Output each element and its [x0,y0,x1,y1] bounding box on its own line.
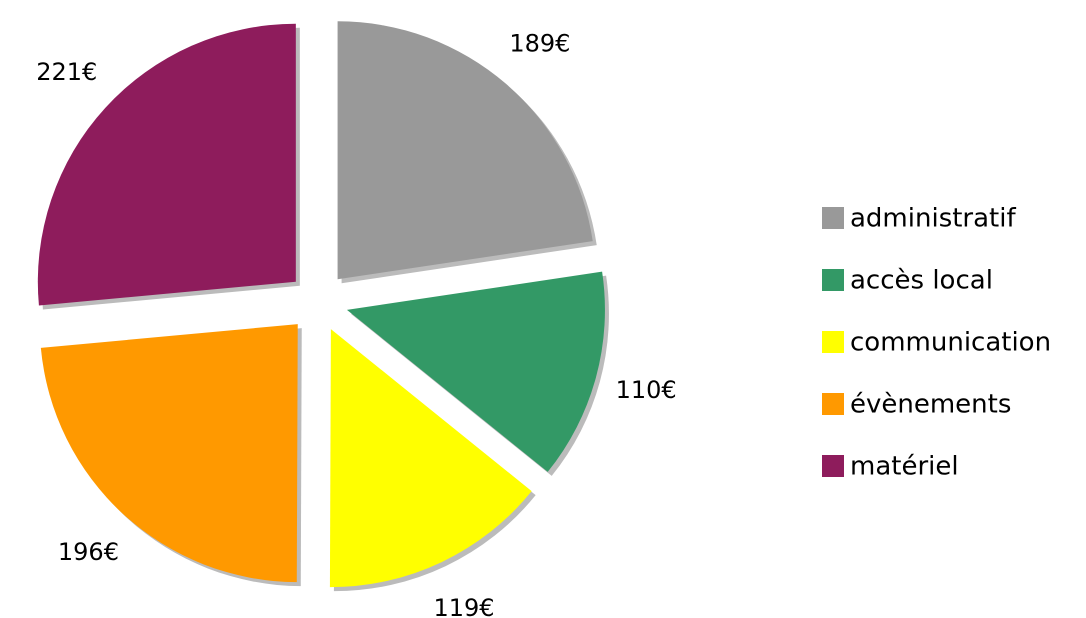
legend-swatch [822,269,844,291]
legend-swatch [822,207,844,229]
legend-label: évènements [850,390,1011,420]
slice [346,271,605,472]
data-label: 196€ [58,538,119,566]
legend-label: matériel [850,452,959,482]
data-label: 221€ [36,58,97,86]
legend-swatch [822,393,844,415]
data-label: 110€ [616,376,677,404]
legend-label: accès local [850,266,993,296]
legend-swatch [822,331,844,353]
slice [329,329,532,588]
slice [337,21,593,280]
slice [40,324,298,583]
slice [37,23,296,306]
data-label: 119€ [433,594,494,618]
legend-label: administratif [850,204,1016,234]
legend-label: communication [850,328,1051,358]
data-label: 189€ [509,29,570,57]
legend-swatch [822,455,844,477]
